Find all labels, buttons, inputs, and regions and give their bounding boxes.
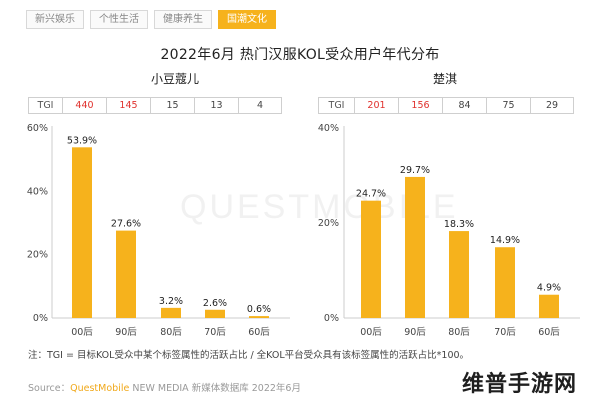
source-rest: NEW MEDIA 新媒体数据库 2022年6月 [129,383,301,394]
tab-emerging-entertainment[interactable]: 新兴娱乐 [26,10,84,29]
y-tick-label: 0% [33,313,48,324]
tab-guochao-culture[interactable]: 国潮文化 [218,10,276,29]
source-line: Source：QuestMobile NEW MEDIA 新媒体数据库 2022… [28,380,301,394]
right-panel-title: 楚淇 [432,72,457,86]
bar-value-label: 24.7% [356,189,386,200]
bar [249,316,269,318]
left-tgi-table: TGI 440 145 15 13 4 [28,97,282,114]
tgi-value: 84 [442,97,486,114]
left-panel-title: 小豆蔻儿 [150,72,199,86]
tgi-value: 75 [486,97,530,114]
y-tick-label: 40% [27,186,48,197]
bar [539,294,559,318]
tgi-value: 13 [194,97,238,114]
tgi-value: 29 [530,97,574,114]
y-tick-label: 60% [27,123,48,134]
y-tick-label: 20% [318,218,339,229]
y-tick-label: 20% [27,250,48,261]
x-tick-label: 70后 [204,327,226,338]
site-watermark: 维普手游网 [462,372,578,397]
x-tick-label: 80后 [160,327,182,338]
tgi-label: TGI [318,97,354,114]
tgi-value: 201 [354,97,398,114]
tgi-label: TGI [28,97,62,114]
bar-value-label: 29.7% [400,165,430,176]
x-tick-label: 70后 [494,327,516,338]
bar-value-label: 18.3% [444,219,474,230]
x-tick-label: 90后 [115,327,137,338]
bar-value-label: 14.9% [490,235,520,246]
bar [495,247,515,318]
bar [116,230,136,318]
source-brand: QuestMobile [70,383,130,394]
bar-value-label: 2.6% [203,298,227,309]
x-tick-label: 60后 [538,327,560,338]
bar-value-label: 53.9% [67,135,97,146]
tgi-value: 145 [106,97,150,114]
bar [72,147,92,318]
footnote: 注：TGI = 目标KOL受众中某个标签属性的活跃占比 / 全KOL平台受众具有… [28,350,470,361]
chart-main-title: 2022年6月 热门汉服KOL受众用户年代分布 [160,47,440,63]
bar-value-label: 27.6% [111,219,141,230]
bar [361,200,381,318]
tgi-value: 15 [150,97,194,114]
bar [161,307,181,318]
tgi-value: 4 [238,97,282,114]
x-tick-label: 00后 [71,327,93,338]
y-tick-label: 40% [318,123,339,134]
bar [205,309,225,318]
tab-health[interactable]: 健康养生 [154,10,212,29]
x-tick-label: 00后 [360,327,382,338]
bar-value-label: 3.2% [159,296,183,307]
source-prefix: Source： [28,383,71,394]
x-tick-label: 90后 [404,327,426,338]
y-tick-label: 0% [324,313,339,324]
x-tick-label: 80后 [448,327,470,338]
right-tgi-table: TGI 201 156 84 75 29 [318,97,574,114]
tab-personal-life[interactable]: 个性生活 [90,10,148,29]
category-tabs: 新兴娱乐 个性生活 健康养生 国潮文化 [26,10,276,29]
bar-value-label: 4.9% [537,283,561,294]
tgi-value: 156 [398,97,442,114]
bar-value-label: 0.6% [247,304,271,315]
bar [449,231,469,318]
bar [405,176,425,318]
x-tick-label: 60后 [248,327,270,338]
tgi-value: 440 [62,97,106,114]
